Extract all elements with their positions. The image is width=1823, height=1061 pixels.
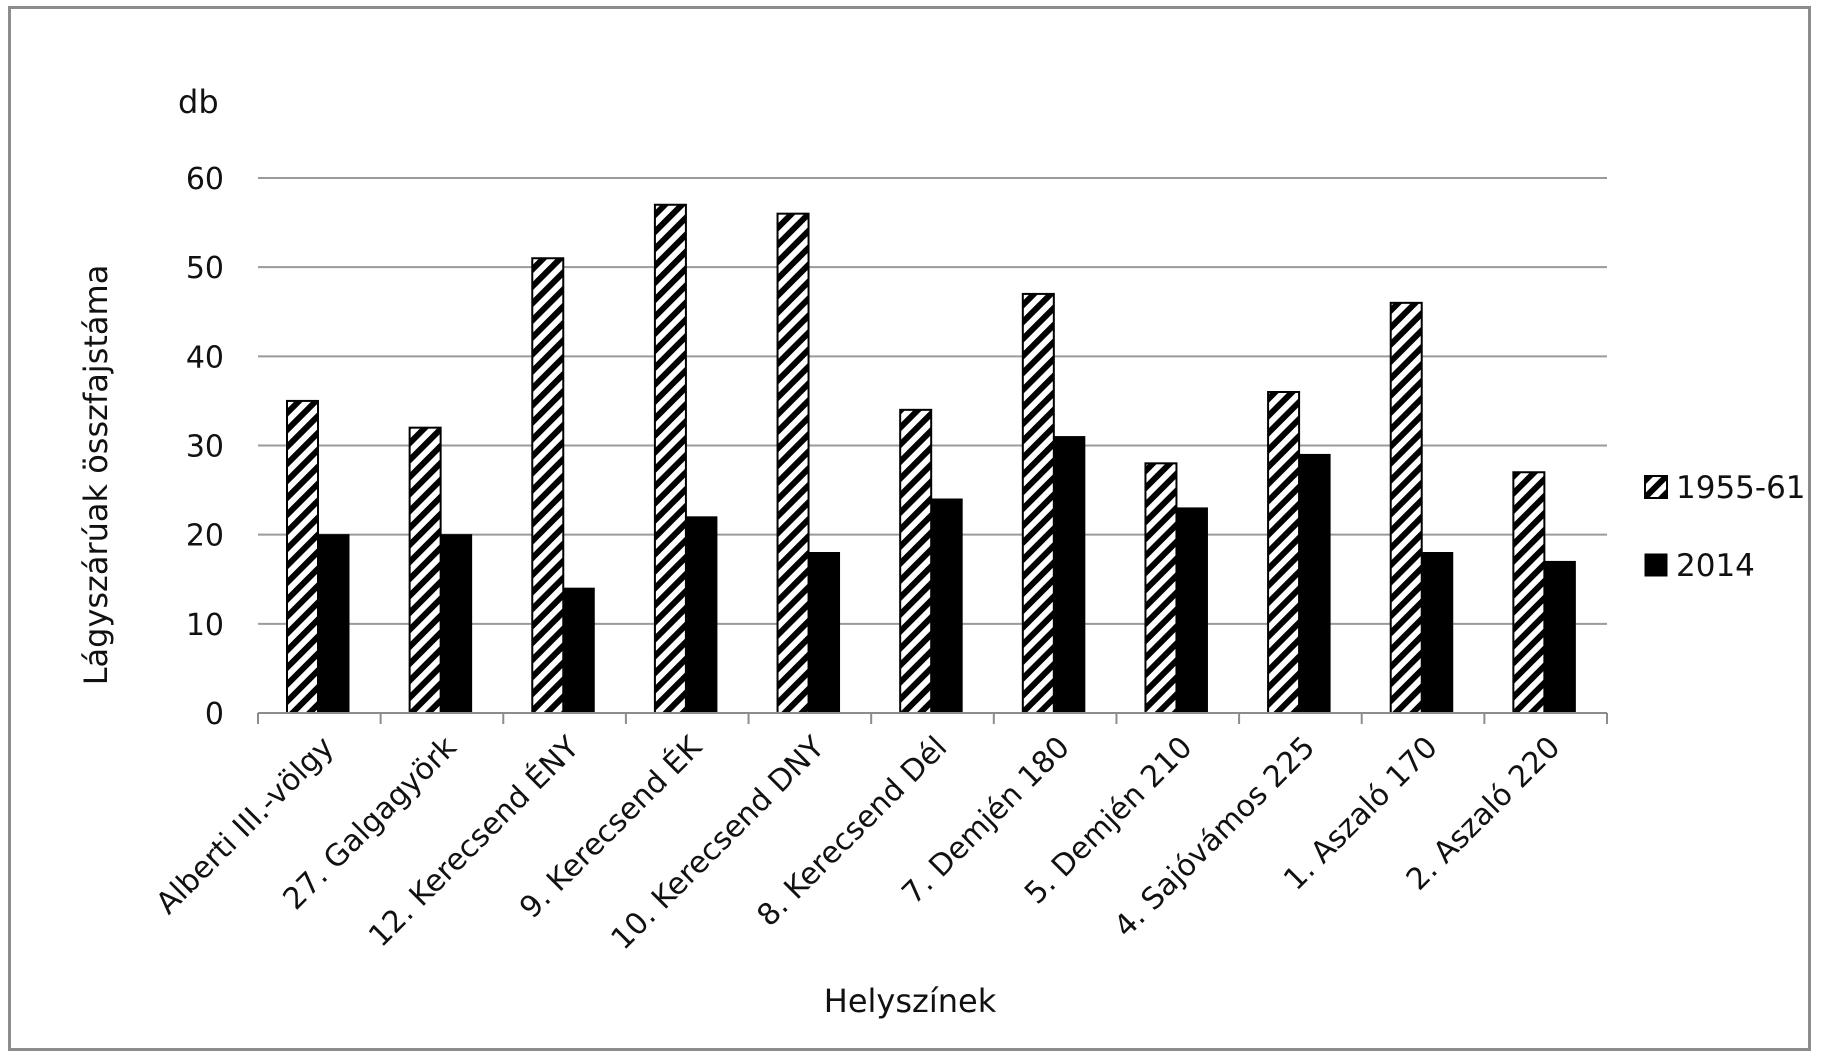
- bar-2014: [440, 534, 473, 714]
- bar-2014: [1053, 436, 1086, 714]
- y-tick-label: 50: [186, 251, 224, 286]
- legend-swatch-2014: [1644, 553, 1668, 577]
- y-tick-label: 10: [186, 608, 224, 643]
- legend-label: 1955-61: [1676, 470, 1806, 506]
- bar-1955-61: [1021, 292, 1055, 714]
- bar-2014: [808, 552, 841, 714]
- bar-2014: [1421, 552, 1454, 714]
- y-tick-label: 20: [186, 519, 224, 554]
- legend-swatch-1955-61: [1644, 475, 1668, 499]
- y-axis-title: Lágyszárúak összfajstáma: [77, 265, 115, 686]
- bar-2014: [1175, 507, 1208, 714]
- bar-1955-61: [1144, 462, 1178, 715]
- y-unit-label: db: [178, 83, 219, 121]
- bar-2014: [930, 498, 963, 714]
- y-tick-label: 30: [186, 430, 224, 465]
- bar-1955-61: [653, 203, 687, 714]
- bar-2014: [1543, 560, 1576, 714]
- bar-1955-61: [776, 212, 810, 715]
- bar-1955-61: [1389, 301, 1423, 714]
- x-tick-label: 12. Kerecsend ÉNY: [361, 729, 586, 954]
- bar-2014: [1298, 453, 1331, 714]
- x-axis-title: Helyszínek: [824, 982, 997, 1020]
- y-tick-label: 40: [186, 340, 224, 375]
- legend: 1955-61 2014: [1644, 470, 1806, 584]
- bar-2014: [562, 587, 595, 714]
- bar-1955-61: [408, 426, 442, 714]
- bar-1955-61: [899, 408, 933, 714]
- y-tick-label: 0: [205, 697, 224, 732]
- bar-1955-61: [286, 399, 319, 714]
- bar-2014: [685, 516, 718, 714]
- bar-1955-61: [531, 257, 565, 714]
- bar-1955-61: [1512, 471, 1546, 714]
- bar-2014: [317, 534, 350, 714]
- bar-1955-61: [1267, 391, 1301, 714]
- x-tick-label: 10. Kerecsend DNY: [604, 729, 831, 956]
- y-tick-label: 60: [186, 162, 224, 197]
- legend-label: 2014: [1676, 548, 1755, 584]
- x-tick-label: 4. Sajóvámos 225: [1108, 730, 1323, 945]
